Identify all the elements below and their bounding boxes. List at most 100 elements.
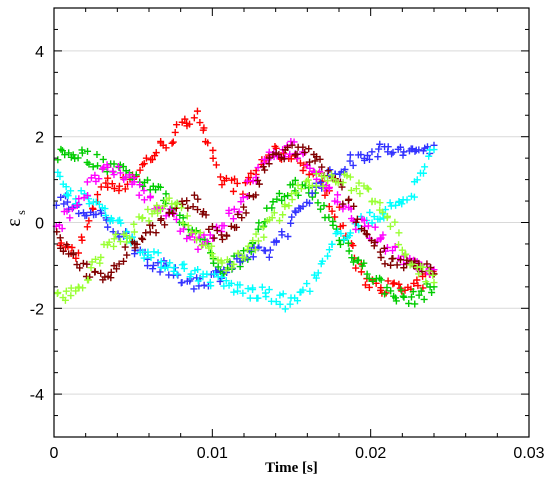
data-point xyxy=(279,211,287,219)
data-point xyxy=(85,160,93,168)
data-point xyxy=(306,287,314,295)
data-point xyxy=(63,198,71,206)
data-point xyxy=(85,200,93,208)
data-point xyxy=(411,300,419,308)
data-point xyxy=(140,196,148,204)
data-point xyxy=(183,235,191,243)
data-point xyxy=(237,198,245,206)
data-point xyxy=(379,231,387,239)
data-point xyxy=(299,143,307,151)
data-point xyxy=(408,260,416,268)
data-point xyxy=(104,223,112,231)
data-point xyxy=(324,167,332,175)
data-point xyxy=(255,180,263,188)
data-point xyxy=(123,238,131,246)
data-point xyxy=(93,151,101,159)
data-point xyxy=(419,263,427,271)
data-point xyxy=(325,213,333,221)
data-point xyxy=(113,265,121,273)
data-point xyxy=(76,264,84,272)
data-point xyxy=(104,183,112,191)
data-point xyxy=(152,149,160,157)
data-point xyxy=(400,264,408,272)
data-point xyxy=(149,265,157,273)
data-point xyxy=(89,163,97,171)
data-point xyxy=(346,151,354,159)
data-point xyxy=(293,297,301,305)
data-point xyxy=(140,187,148,195)
data-point xyxy=(184,222,192,230)
data-point xyxy=(417,287,425,295)
data-point xyxy=(398,246,406,254)
data-point xyxy=(62,183,70,191)
data-point xyxy=(258,283,266,291)
data-point xyxy=(268,204,276,212)
data-point xyxy=(199,240,207,248)
data-point xyxy=(316,155,324,163)
data-point xyxy=(287,219,295,227)
data-point xyxy=(345,247,353,255)
data-point xyxy=(54,156,62,164)
data-point xyxy=(391,294,399,302)
data-point xyxy=(154,209,162,217)
data-point xyxy=(428,289,436,297)
data-point xyxy=(364,222,372,230)
data-point xyxy=(321,191,329,199)
data-point xyxy=(352,264,360,272)
data-point xyxy=(414,282,422,290)
data-point xyxy=(387,261,395,269)
data-point xyxy=(186,120,194,128)
data-point xyxy=(297,185,305,193)
data-point xyxy=(368,148,376,156)
data-point xyxy=(346,173,354,181)
data-point xyxy=(123,251,131,259)
data-point xyxy=(317,205,325,213)
data-point xyxy=(276,217,284,225)
data-point xyxy=(294,181,302,189)
data-point xyxy=(178,279,186,287)
data-point xyxy=(410,193,418,201)
data-point xyxy=(84,192,92,200)
data-point xyxy=(219,270,227,278)
series-5 xyxy=(53,141,438,284)
data-point xyxy=(95,175,103,183)
data-point xyxy=(84,147,92,155)
data-point xyxy=(122,173,130,181)
data-point xyxy=(180,265,188,273)
data-point xyxy=(288,196,296,204)
data-point xyxy=(115,260,123,268)
data-point xyxy=(391,218,399,226)
data-point xyxy=(314,199,322,207)
data-point xyxy=(245,174,253,182)
data-point xyxy=(400,148,408,156)
data-point xyxy=(112,230,120,238)
data-point xyxy=(110,185,118,192)
data-point xyxy=(329,221,337,229)
data-point xyxy=(136,181,144,189)
data-point xyxy=(77,187,85,195)
data-point xyxy=(377,253,385,261)
data-point xyxy=(74,154,82,162)
data-point xyxy=(229,187,237,195)
data-point xyxy=(269,198,277,206)
data-point xyxy=(273,195,281,203)
data-point xyxy=(392,201,400,209)
data-point xyxy=(190,285,198,293)
data-point xyxy=(363,184,371,192)
data-point xyxy=(220,282,228,290)
data-point xyxy=(353,215,361,223)
data-point xyxy=(285,202,293,210)
data-point xyxy=(387,287,395,295)
data-point xyxy=(291,176,299,184)
data-point xyxy=(386,222,394,230)
data-point xyxy=(292,208,300,216)
data-point xyxy=(56,172,64,180)
data-point xyxy=(194,245,202,253)
data-point xyxy=(371,197,379,205)
data-point xyxy=(425,267,433,275)
data-point xyxy=(157,258,165,266)
data-point xyxy=(252,230,260,238)
series-6 xyxy=(53,170,438,304)
data-point xyxy=(217,173,225,181)
data-point xyxy=(430,146,438,154)
